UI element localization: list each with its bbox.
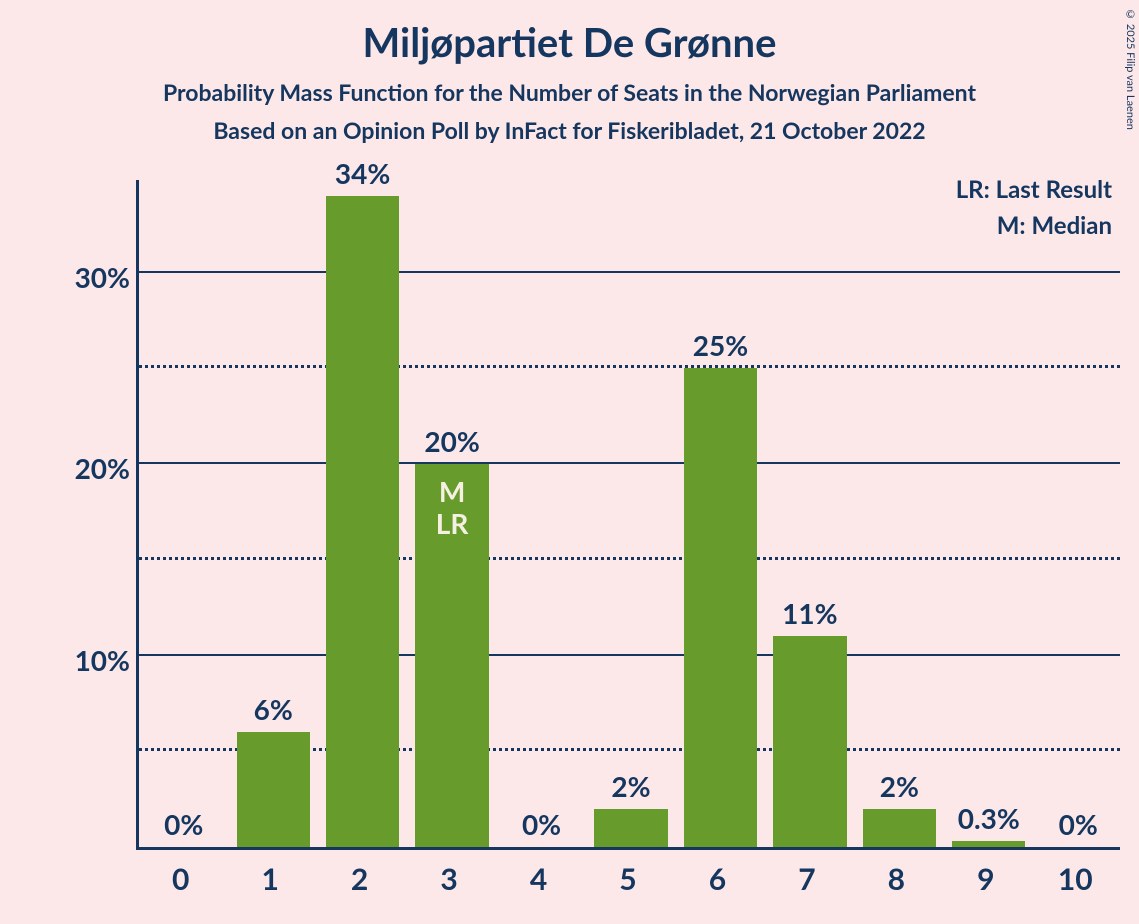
x-axis-tick-label: 2	[315, 861, 404, 897]
legend-m: M: Median	[956, 208, 1112, 244]
bar	[237, 732, 310, 847]
bar-value-label: 20%	[415, 424, 488, 458]
bar-value-label: 11%	[773, 596, 846, 630]
x-axis-tick-label: 9	[941, 861, 1030, 897]
bar	[773, 636, 846, 847]
bar	[863, 809, 936, 847]
y-axis-tick-label: 20%	[75, 451, 130, 485]
gridline-major	[139, 271, 1120, 273]
bar-value-label: 6%	[237, 692, 310, 726]
y-axis-tick-label: 30%	[75, 260, 130, 294]
y-axis-labels: 10% 20% 30%	[60, 180, 136, 850]
bar-value-label: 2%	[594, 769, 667, 803]
x-axis-tick-label: 4	[494, 861, 583, 897]
gridline-major	[139, 462, 1120, 464]
gridline-minor	[139, 365, 1120, 368]
x-axis-tick-label: 7	[762, 861, 851, 897]
bar-value-label: 34%	[326, 156, 399, 190]
legend: LR: Last Result M: Median	[956, 172, 1112, 244]
bar-annotation: MLR	[415, 475, 488, 539]
x-axis-tick-label: 8	[852, 861, 941, 897]
bar-value-label: 25%	[684, 328, 757, 362]
y-axis-tick-label: 10%	[75, 643, 130, 677]
gridline-major	[139, 654, 1120, 656]
bar	[684, 368, 757, 847]
title-block: Miljøpartiet De Grønne Probability Mass …	[0, 0, 1139, 144]
chart-subtitle-1: Probability Mass Function for the Number…	[0, 78, 1139, 106]
bar-value-label: 0%	[505, 807, 578, 841]
chart-container: 10%20%30% LR: Last Result M: Median 0%6%…	[60, 180, 1120, 880]
x-axis-tick-label: 5	[583, 861, 672, 897]
x-axis-tick-label: 1	[225, 861, 314, 897]
copyright-watermark: © 2025 Filip van Laenen	[1124, 8, 1137, 130]
chart-subtitle-2: Based on an Opinion Poll by InFact for F…	[0, 116, 1139, 144]
bar-value-label: 0%	[1042, 807, 1115, 841]
bar	[952, 841, 1025, 847]
bar	[594, 809, 667, 847]
x-axis-tick-label: 3	[404, 861, 493, 897]
x-axis-tick-label: 0	[136, 861, 225, 897]
x-axis-tick-label: 6	[673, 861, 762, 897]
gridline-minor	[139, 557, 1120, 560]
x-axis-labels: 012345678910	[136, 855, 1120, 900]
plot-area: LR: Last Result M: Median 0%6%34%20%MLR0…	[136, 180, 1120, 850]
bar-value-label: 0%	[147, 807, 220, 841]
bar-value-label: 0.3%	[952, 801, 1025, 835]
x-axis-tick-label: 10	[1031, 861, 1120, 897]
bar	[326, 196, 399, 847]
chart-title: Miljøpartiet De Grønne	[0, 18, 1139, 66]
bar-value-label: 2%	[863, 769, 936, 803]
legend-lr: LR: Last Result	[956, 172, 1112, 208]
